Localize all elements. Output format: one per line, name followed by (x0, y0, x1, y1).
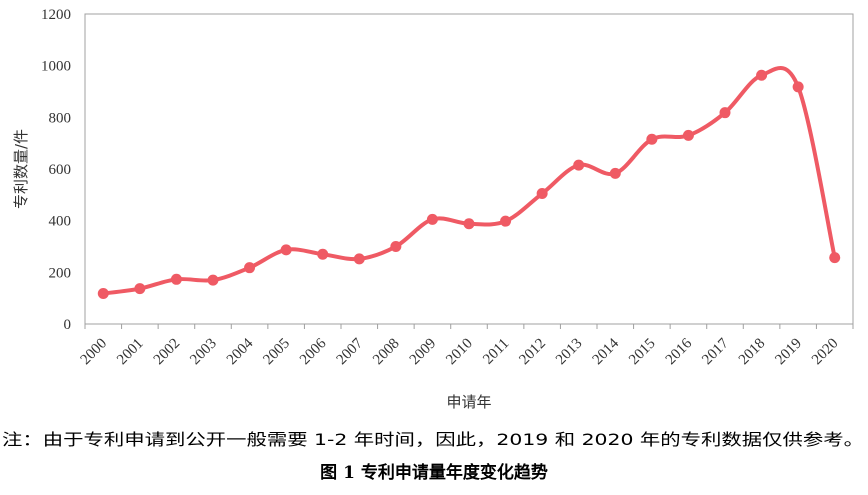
data-point (500, 215, 512, 227)
data-point (426, 213, 438, 225)
data-point (756, 69, 768, 81)
data-point (244, 262, 256, 274)
series-line (101, 66, 837, 296)
x-tick-label: 2004 (224, 335, 257, 368)
data-point (719, 107, 731, 119)
y-tick-label: 800 (49, 110, 72, 126)
x-tick-label: 2014 (590, 335, 623, 368)
y-tick-label: 200 (49, 265, 72, 281)
x-tick-label: 2008 (370, 336, 403, 369)
x-axis-ticks: 2000 2001 2002 2003 2004 2005 2006 2007 2008 2009… (78, 324, 854, 369)
x-tick-label: 2018 (736, 336, 769, 369)
y-tick-label: 600 (49, 162, 72, 178)
y-axis-label: 专利数量/件 (12, 129, 30, 209)
x-tick-label: 2016 (663, 335, 696, 368)
figure-caption: 图 1 专利申请量年度变化趋势 (320, 462, 548, 483)
data-point (97, 288, 109, 300)
y-axis-ticks: 0 200 400 600 800 1000 1200 (41, 7, 71, 333)
y-tick-label: 0 (64, 317, 72, 333)
data-point (317, 248, 329, 260)
data-point (609, 167, 621, 179)
x-tick-label: 2011 (480, 336, 512, 368)
x-tick-label: 2009 (407, 336, 440, 369)
series-points (97, 69, 841, 300)
x-tick-label: 2003 (187, 336, 220, 369)
x-tick-label: 2007 (334, 335, 367, 368)
data-point (134, 283, 146, 295)
x-tick-label: 2019 (772, 336, 805, 369)
data-point (646, 133, 658, 145)
data-point (463, 218, 475, 230)
y-tick-label: 1200 (41, 7, 71, 23)
x-tick-label: 2001 (114, 336, 147, 369)
data-point (829, 252, 841, 264)
chart-note: 注：由于专利申请到公开一般需要 1-2 年时间，因此，2019 和 2020 年… (2, 430, 864, 449)
data-point (390, 241, 402, 252)
data-point (353, 253, 365, 265)
data-point (207, 274, 219, 286)
data-point (280, 244, 292, 256)
x-tick-label: 2002 (151, 336, 184, 369)
x-tick-label: 2005 (260, 336, 293, 369)
x-tick-label: 2010 (443, 336, 476, 369)
x-tick-label: 2006 (297, 335, 330, 368)
y-tick-label: 400 (49, 214, 72, 230)
data-point (573, 159, 585, 171)
x-tick-label: 2012 (516, 336, 549, 369)
x-tick-label: 2000 (78, 336, 111, 369)
x-tick-label: 2017 (699, 335, 732, 368)
data-point (170, 273, 182, 285)
data-point (792, 81, 804, 93)
x-axis-label: 申请年 (446, 393, 491, 411)
x-tick-label: 2013 (553, 336, 586, 369)
data-point (536, 188, 548, 200)
plot-area-frame (84, 13, 854, 325)
x-tick-label: 2020 (809, 336, 842, 369)
y-tick-label: 1000 (41, 59, 71, 75)
x-tick-label: 2015 (626, 336, 659, 369)
data-point (682, 129, 694, 141)
